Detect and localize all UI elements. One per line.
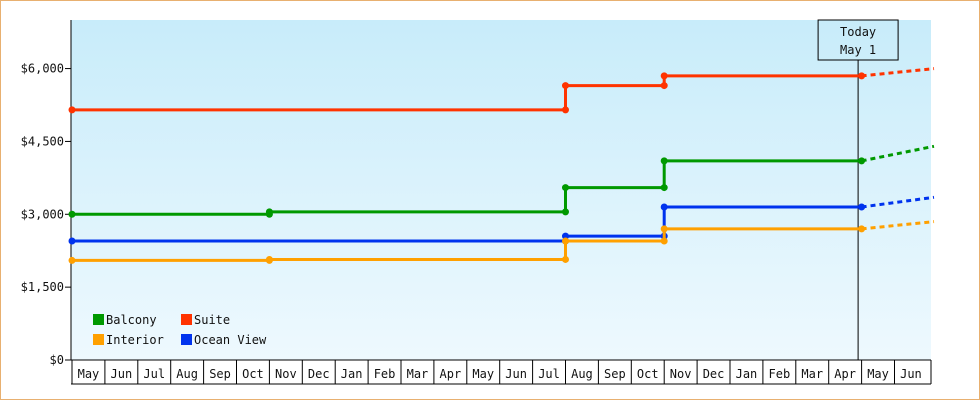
month-label: May [472, 367, 494, 381]
month-label: Mar [801, 367, 823, 381]
month-label: Dec [703, 367, 725, 381]
today-date: May 1 [840, 43, 876, 57]
legend-swatch [93, 314, 104, 325]
month-label: Jul [538, 367, 560, 381]
data-point [68, 256, 76, 264]
legend-label: Suite [194, 313, 230, 327]
legend-label: Balcony [106, 313, 157, 327]
data-point [858, 157, 866, 165]
data-point [660, 237, 668, 245]
series-layer [68, 67, 935, 264]
month-label: Jun [111, 367, 133, 381]
data-point [660, 225, 668, 233]
y-tick-label: $6,000 [21, 62, 64, 76]
month-label: Nov [275, 367, 297, 381]
x-axis: May Jun Jul Aug Sep Oct Nov Dec Jan Feb Mar Apr May J… [71, 359, 932, 385]
today-box [817, 19, 899, 61]
data-point [660, 82, 668, 90]
data-point [68, 106, 76, 114]
month-label: Sep [209, 367, 231, 381]
data-point [68, 210, 76, 218]
data-point [858, 225, 866, 233]
legend: Balcony Suite Interior Ocean View [93, 313, 267, 347]
month-label: Feb [769, 367, 791, 381]
data-point [265, 208, 273, 216]
data-point [562, 82, 569, 90]
legend-label: Interior [106, 333, 164, 347]
y-tick-label: $4,500 [21, 134, 64, 148]
series-projection [861, 195, 935, 209]
month-label: May [867, 367, 889, 381]
series-line [72, 74, 862, 112]
legend-swatch [181, 314, 192, 325]
data-point [562, 208, 569, 216]
legend-label: Ocean View [194, 333, 267, 347]
month-label: Apr [440, 367, 462, 381]
month-label: Sep [604, 367, 626, 381]
series-suite [68, 67, 935, 114]
y-tick-label: $3,000 [21, 207, 64, 221]
data-point [660, 157, 668, 165]
month-label: Feb [374, 367, 396, 381]
data-point [68, 237, 76, 245]
series-interior [68, 220, 935, 264]
month-label: Nov [670, 367, 692, 381]
series-projection [861, 144, 935, 163]
data-point [660, 203, 668, 211]
month-label: Jan [341, 367, 363, 381]
month-label: Aug [571, 367, 593, 381]
month-label: Oct [242, 367, 264, 381]
month-label: Jun [900, 367, 922, 381]
y-axis: $0 $1,500 $3,000 $4,500 $6,000 [21, 20, 72, 367]
month-label: Jul [143, 367, 165, 381]
series-projection [861, 220, 935, 231]
y-tick-label: $1,500 [21, 280, 64, 294]
data-point [562, 237, 569, 245]
data-point [562, 232, 569, 240]
month-label: Mar [407, 367, 429, 381]
legend-swatch [93, 334, 104, 345]
today-marker: Today May 1 [817, 19, 899, 360]
month-label: Jan [736, 367, 758, 381]
plot-area [71, 20, 931, 360]
today-label: Today [840, 25, 876, 39]
data-point [660, 72, 668, 80]
legend-swatch [181, 334, 192, 345]
data-point [858, 203, 866, 211]
month-label: Apr [834, 367, 856, 381]
series-ocean-view [68, 195, 935, 245]
series-balcony [68, 144, 935, 218]
month-label: May [78, 367, 100, 381]
data-point [858, 72, 866, 80]
series-line [72, 205, 862, 243]
data-point [562, 184, 569, 192]
data-point [562, 255, 569, 263]
month-label: Dec [308, 367, 330, 381]
month-label: Oct [637, 367, 659, 381]
data-point [660, 184, 668, 192]
data-point [265, 255, 273, 263]
data-point [562, 106, 569, 114]
y-tick-label: $0 [50, 353, 64, 367]
month-label: Jun [505, 367, 527, 381]
series-projection [861, 67, 935, 78]
month-label: Aug [176, 367, 198, 381]
